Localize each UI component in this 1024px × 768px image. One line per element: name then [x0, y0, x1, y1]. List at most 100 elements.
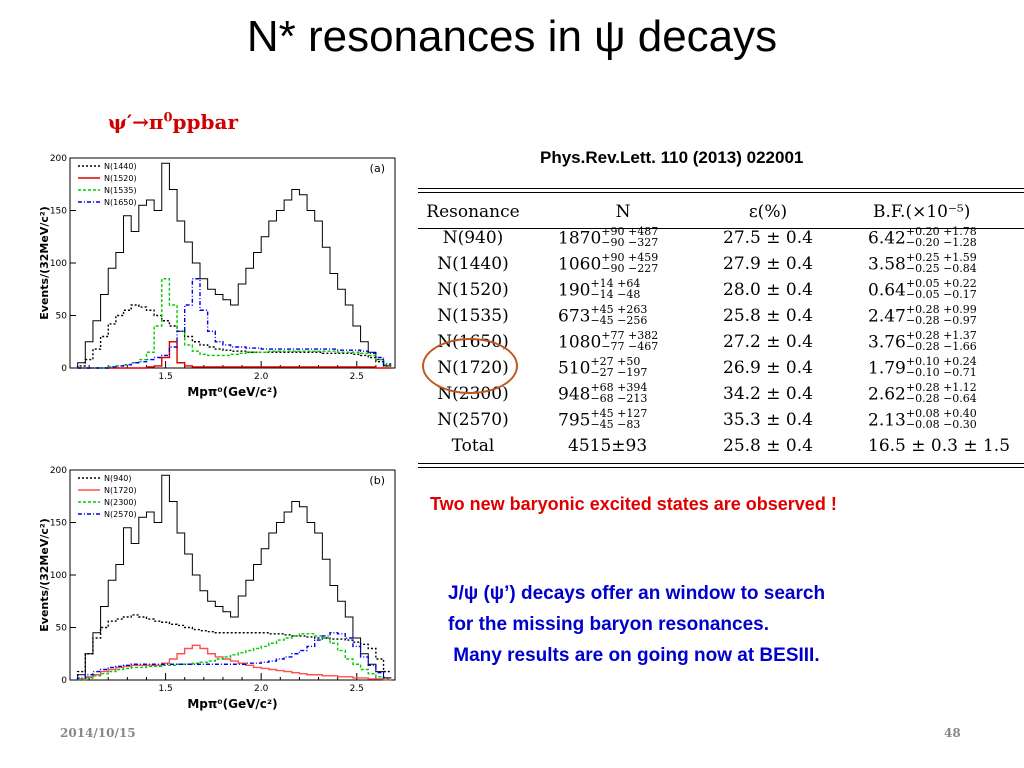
bf-err-up: +0.10 +0.24: [905, 355, 977, 368]
events-errors: +14 +64 −14 −48: [590, 278, 640, 300]
bf-errors: +0.28 +1.12 −0.28 −0.64: [906, 382, 977, 404]
events-errors: +45 +263 −45 −256: [590, 304, 647, 326]
bf-err-down: −0.25 −0.84: [905, 262, 977, 275]
bf-cell: 3.76 +0.28 +1.37 −0.28 −1.66: [868, 330, 1024, 354]
series-line-data: [77, 474, 392, 680]
x-tick-label: 2.5: [350, 372, 364, 382]
panel-label: (a): [370, 162, 385, 175]
events-cell: 795 +45 +127 −45 −83: [558, 408, 688, 432]
series-line-N(2300): [77, 633, 392, 681]
bf-err-down: −0.10 −0.71: [905, 366, 977, 379]
events-cell: 190 +14 +64 −14 −48: [558, 278, 688, 302]
summary-line: Many results are on going now at BESIII.: [448, 645, 820, 666]
y-tick-label: 150: [50, 519, 67, 529]
events-value: 1080: [558, 332, 602, 353]
y-tick-label: 200: [50, 466, 67, 476]
bf-errors: +0.20 +1.78 −0.20 −1.28: [906, 226, 977, 248]
bf-err-up: +0.05 +0.22: [905, 277, 977, 290]
bf-err-up: +0.28 +0.99: [905, 303, 977, 316]
events-err-down: −45 −83: [590, 418, 641, 431]
bf-value: 3.76: [868, 332, 906, 353]
table-header-cell: Resonance: [426, 202, 520, 222]
bf-cell: 16.5 ± 0.3 ± 1.5: [868, 436, 1024, 456]
series-line-N(1520): [77, 341, 392, 369]
table-row: N(1520) 190 +14 +64 −14 −48 28.0 ± 0.4 0.64 +0…: [418, 278, 1018, 306]
events-cell: 1080 +77 +382 −77 −467: [558, 330, 688, 354]
events-err-up: +27 +50: [590, 355, 641, 368]
table-rule-bottom: [418, 463, 1024, 464]
y-axis-label: Events/(32MeV/c²): [40, 206, 51, 319]
efficiency-cell: 25.8 ± 0.4: [723, 306, 813, 326]
series-line-data: [77, 162, 392, 368]
bf-value: 2.47: [868, 306, 906, 327]
y-tick-label: 100: [50, 259, 67, 269]
table-row: N(940) 1870 +90 +487 −90 −327 27.5 ± 0.4 6.42…: [418, 226, 1018, 254]
events-err-down: −77 −467: [601, 340, 659, 353]
plot-b: 0 50 100 150 200 1.5 2.0 2.5 Events/(32MeV/c²) Mp…: [40, 466, 396, 711]
bf-errors: +0.05 +0.22 −0.05 −0.17: [906, 278, 977, 300]
events-err-up: +90 +487: [601, 225, 659, 238]
bf-err-up: +0.20 +1.78: [905, 225, 977, 238]
bf-value: 16.5 ± 0.3 ± 1.5: [868, 436, 1011, 456]
events-errors: +68 +394 −68 −213: [590, 382, 647, 404]
resonance-cell: N(1520): [437, 280, 509, 300]
reaction-tail: ppbar: [172, 110, 238, 134]
legend-entry: N(1650): [104, 198, 137, 207]
table-rule-header: [418, 228, 1024, 229]
resonance-cell: N(940): [442, 228, 504, 248]
highlight-circle: [422, 338, 518, 394]
events-value: 673: [558, 306, 591, 327]
x-tick-label: 2.0: [254, 684, 269, 694]
efficiency-cell: 35.3 ± 0.4: [723, 410, 813, 430]
efficiency-cell: 28.0 ± 0.4: [723, 280, 813, 300]
footer-date: 2014/10/15: [60, 726, 136, 740]
bf-err-up: +0.25 +1.59: [905, 251, 977, 264]
bf-cell: 3.58 +0.25 +1.59 −0.25 −0.84: [868, 251, 1024, 276]
events-err-down: −90 −227: [601, 262, 659, 275]
y-tick-label: 0: [61, 364, 67, 374]
events-errors: +77 +382 −77 −467: [601, 330, 658, 352]
x-tick-label: 1.5: [158, 372, 172, 382]
x-tick-label: 2.0: [254, 372, 269, 382]
bf-errors: +0.10 +0.24 −0.10 −0.71: [906, 356, 977, 378]
events-errors: +90 +487 −90 −327: [601, 226, 658, 248]
bf-cell: 0.64 +0.05 +0.22 −0.05 −0.17: [868, 278, 1024, 302]
table-header-cell: B.F.(×10⁻⁵): [873, 202, 971, 222]
events-err-down: −45 −256: [590, 314, 648, 327]
events-err-up: +45 +263: [590, 303, 648, 316]
legend-entry: N(2300): [104, 498, 137, 507]
series-line-N(1650): [77, 278, 392, 369]
bf-value: 0.64: [868, 280, 906, 301]
events-errors: +90 +459 −90 −227: [601, 252, 658, 274]
reference: Phys.Rev.Lett. 110 (2013) 022001: [540, 148, 804, 167]
bf-err-down: −0.05 −0.17: [905, 288, 977, 301]
events-value: 510: [558, 358, 591, 379]
page-number: 48: [944, 726, 961, 740]
efficiency-cell: 27.5 ± 0.4: [723, 228, 813, 248]
events-err-up: +77 +382: [601, 329, 659, 342]
bf-cell: 2.47 +0.28 +0.99 −0.28 −0.97: [868, 304, 1024, 328]
legend-entry: N(1535): [104, 186, 137, 195]
bf-err-down: −0.28 −0.64: [905, 392, 977, 405]
events-err-down: −14 −48: [590, 288, 641, 301]
events-err-up: +45 +127: [590, 407, 648, 420]
legend-entry: N(1720): [104, 486, 137, 495]
bf-err-down: −0.08 −0.30: [905, 418, 977, 431]
bf-errors: +0.28 +0.99 −0.28 −0.97: [906, 304, 977, 326]
events-value: 795: [558, 410, 591, 431]
bf-cell: 2.62 +0.28 +1.12 −0.28 −0.64: [868, 382, 1024, 406]
table-rule-top: [418, 188, 1024, 189]
events-errors: +45 +127 −45 −83: [590, 408, 647, 430]
bf-value: 2.62: [868, 384, 906, 405]
series-line-N(2570): [76, 632, 392, 680]
slide-title: N* resonances in ψ decays: [246, 12, 778, 61]
table-row: N(2570) 795 +45 +127 −45 −83 35.3 ± 0.4 2.13 +…: [418, 408, 1018, 436]
efficiency-cell: 27.9 ± 0.4: [723, 254, 813, 274]
events-err-down: −27 −197: [590, 366, 648, 379]
efficiency-cell: 34.2 ± 0.4: [723, 384, 813, 404]
table-rule-bottom2: [418, 467, 1024, 468]
series-line-N(1535): [77, 278, 392, 369]
bf-err-up: +0.28 +1.37: [905, 329, 977, 342]
panel-label: (b): [369, 474, 385, 487]
bf-errors: +0.28 +1.37 −0.28 −1.66: [906, 330, 977, 352]
